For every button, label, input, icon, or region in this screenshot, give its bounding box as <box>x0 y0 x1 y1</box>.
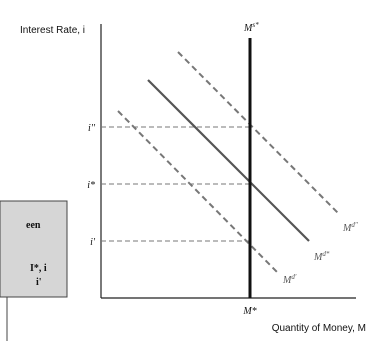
callout-line-3: i' <box>36 277 42 288</box>
x-tick-label-m-star: M* <box>242 306 256 317</box>
curve-label-d-star: Md* <box>313 250 330 263</box>
y-tick-label-i-star: i* <box>87 180 95 191</box>
money-supply-label: Ms* <box>243 21 259 34</box>
callout-line-1: een <box>26 220 41 231</box>
y-tick-label-i-prime: i' <box>90 237 96 248</box>
x-axis-label: Quantity of Money, M <box>272 323 366 334</box>
demand-curve-d-star <box>147 79 310 242</box>
curve-label-d-double-prime: Md'' <box>342 221 358 234</box>
demand-curve-d-double-prime <box>177 51 339 214</box>
curve-label-d-prime: Md' <box>282 273 297 286</box>
y-axis-label: Interest Rate, i <box>20 25 85 36</box>
y-tick-label-i-double-prime: i'' <box>88 123 96 134</box>
callout-line-2: I*, i <box>30 263 47 274</box>
demand-curve-d-prime <box>117 110 279 274</box>
callout-box: een I*, i i' <box>0 200 68 298</box>
